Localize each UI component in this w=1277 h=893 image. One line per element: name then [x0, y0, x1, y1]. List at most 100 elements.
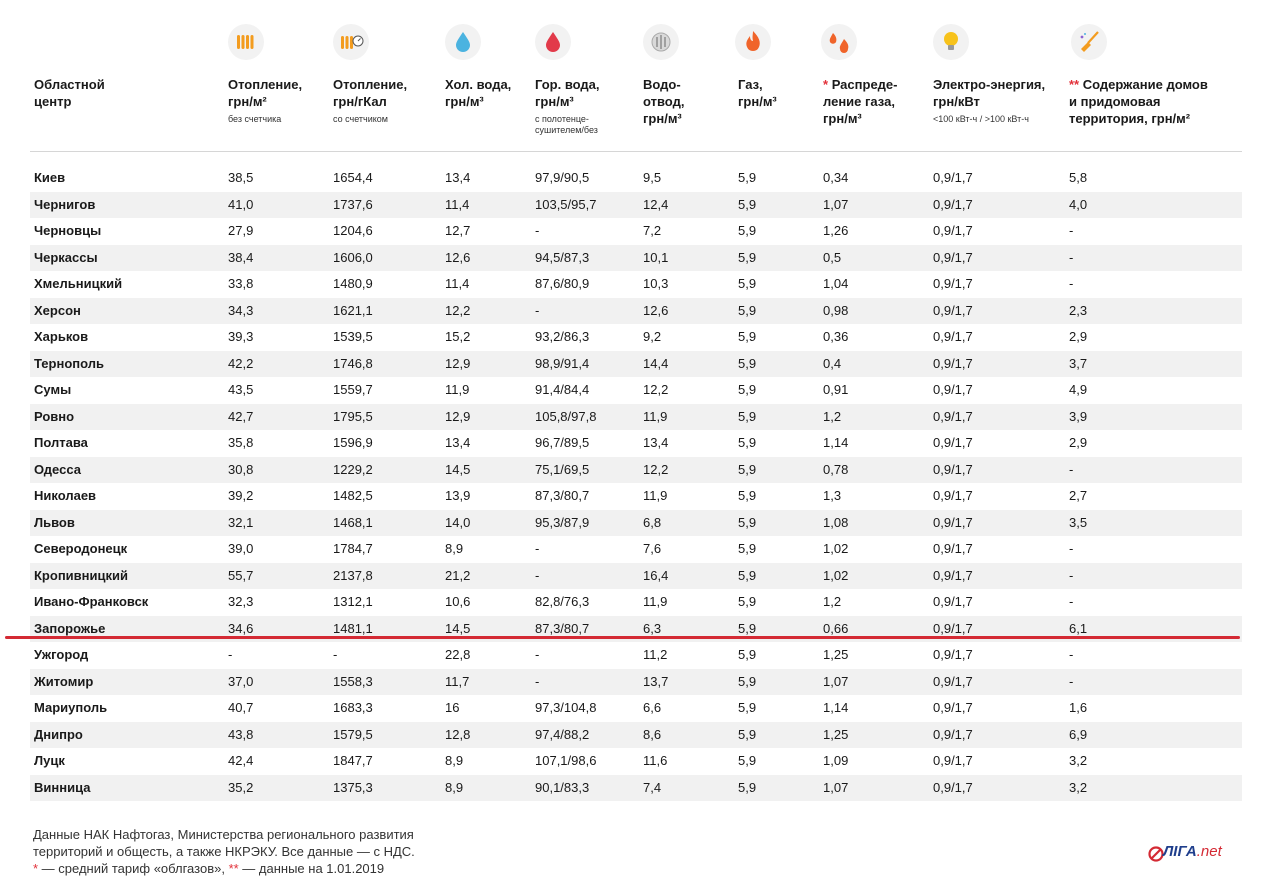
cell-maintenance: - [1069, 673, 1074, 689]
cell-heat_gcal: 1784,7 [333, 541, 373, 556]
cell-electricity: 0,9/1,7 [933, 382, 973, 397]
cell-city: Запорожье [34, 620, 106, 636]
cell-maintenance: 5,8 [1069, 170, 1088, 185]
cell-electricity: 0,9/1,7 [933, 594, 973, 609]
table-row: Ровно 42,7 1795,5 12,9 105,8/97,8 11,9 5,9 1,2 0… [30, 403, 1242, 430]
header-cold-water-label: Хол. вода, грн/м³ [445, 77, 512, 109]
cell-heat_gcal: 1579,5 [333, 726, 373, 742]
cell-cold_water: 14,0 [445, 514, 471, 530]
cell-hot_water: 87,6/80,9 [535, 276, 590, 291]
cell-maintenance: - [1069, 594, 1074, 609]
cell-gas: 5,9 [738, 408, 757, 424]
cell-heat_m2: 39,2 [228, 488, 254, 503]
tariff-table: Киев 38,5 1654,4 13,4 97,9/90,5 9,5 5,9 0,34 0,9… [30, 165, 1242, 801]
cell-sewage: 11,6 [643, 753, 668, 768]
cell-heat_gcal: 1481,1 [333, 620, 373, 636]
cell-cold_water: 21,2 [445, 567, 471, 583]
cell-gas_dist: 0,5 [823, 249, 842, 265]
cell-gas: 5,9 [738, 514, 757, 530]
cell-sewage: 7,6 [643, 541, 662, 556]
cell-heat_m2: 42,7 [228, 408, 254, 424]
highlight-underline [5, 636, 1240, 639]
footer-line-3: * — средний тариф «облгазов», ** — данны… [33, 860, 415, 877]
cell-gas_dist: 1,14 [823, 435, 849, 450]
table-row: Сумы 43,5 1559,7 11,9 91,4/84,4 12,2 5,9 0,91 0,… [30, 377, 1242, 404]
table-row: Николаев 39,2 1482,5 13,9 87,3/80,7 11,9 5,9 1,… [30, 483, 1242, 510]
cell-cold_water: 11,4 [445, 276, 470, 291]
cell-gas_dist: 1,09 [823, 753, 849, 768]
cell-heat_m2: 43,8 [228, 726, 254, 742]
lightbulb-icon [933, 24, 969, 60]
hot-drop-icon [535, 24, 571, 60]
cell-city: Северодонецк [34, 541, 128, 556]
gas-distribution-icon [821, 24, 857, 60]
header-heat-m2-sub: без счетчика [228, 114, 282, 124]
cell-heat_gcal: 1539,5 [333, 329, 373, 344]
cell-gas_dist: 0,34 [823, 170, 849, 185]
header-heat-gcal: Отопление, грн/гКал со счетчиком [333, 76, 425, 125]
cell-city: Луцк [34, 753, 65, 768]
table-row: Винница 35,2 1375,3 8,9 90,1/83,3 7,4 5,9 1,07 0… [30, 774, 1242, 801]
cell-gas: 5,9 [738, 726, 757, 742]
cell-sewage: 11,9 [643, 594, 668, 609]
header-divider [30, 151, 1242, 152]
cell-gas_dist: 0,78 [823, 461, 849, 477]
table-row: Ужгород - - 22,8 - 11,2 5,9 1,25 0,9/1,7 - [30, 642, 1242, 669]
cell-cold_water: 12,8 [445, 726, 471, 742]
cell-gas: 5,9 [738, 779, 757, 795]
liga-logo[interactable]: ЛIГА.net [1163, 843, 1222, 860]
cell-electricity: 0,9/1,7 [933, 223, 973, 238]
cell-heat_gcal: 1746,8 [333, 355, 373, 371]
cell-hot_water: 98,9/91,4 [535, 355, 590, 371]
header-gas-label: Газ, грн/м³ [738, 77, 777, 109]
cell-cold_water: 13,4 [445, 170, 471, 185]
cell-city: Черкассы [34, 249, 98, 265]
table-row: Тернополь 42,2 1746,8 12,9 98,9/91,4 14,4 5,9 0… [30, 350, 1242, 377]
cell-maintenance: 4,0 [1069, 196, 1088, 212]
drain-icon [643, 24, 679, 60]
cell-gas: 5,9 [738, 673, 757, 689]
cell-gas_dist: 0,66 [823, 620, 849, 636]
cell-gas_dist: 1,25 [823, 726, 849, 742]
cell-hot_water: 90,1/83,3 [535, 779, 590, 795]
cell-heat_m2: - [228, 647, 233, 662]
cell-electricity: 0,9/1,7 [933, 302, 973, 318]
cell-sewage: 6,6 [643, 700, 662, 715]
cell-gas_dist: 0,98 [823, 302, 849, 318]
cell-maintenance: 4,9 [1069, 382, 1088, 397]
cell-sewage: 12,2 [643, 382, 669, 397]
cell-heat_m2: 42,2 [228, 355, 254, 371]
cell-gas: 5,9 [738, 249, 757, 265]
footer-note-2: — данные на 1.01.2019 [238, 861, 385, 876]
cell-heat_m2: 34,3 [228, 302, 254, 318]
cell-city: Ужгород [34, 647, 89, 662]
cell-sewage: 9,2 [643, 329, 662, 344]
header-heat-gcal-label: Отопление, грн/гКал [333, 77, 408, 109]
cell-gas_dist: 0,91 [823, 382, 849, 397]
cell-heat_gcal: 1606,0 [333, 249, 373, 265]
cell-hot_water: - [535, 223, 540, 238]
cell-maintenance: 6,1 [1069, 620, 1088, 636]
table-row: Мариуполь 40,7 1683,3 16 97,3/104,8 6,6 5,9 1,1… [30, 695, 1242, 722]
cell-heat_gcal: 1312,1 [333, 594, 373, 609]
cell-gas: 5,9 [738, 700, 757, 715]
radiator-icon [228, 24, 264, 60]
header-heat-m2-label: Отопление, грн/м² [228, 77, 303, 109]
cell-city: Ивано-Франковск [34, 594, 149, 609]
cell-gas: 5,9 [738, 753, 757, 768]
cell-electricity: 0,9/1,7 [933, 461, 973, 477]
cell-sewage: 10,3 [643, 276, 669, 291]
cell-gas: 5,9 [738, 435, 757, 450]
cell-gas: 5,9 [738, 461, 757, 477]
cell-sewage: 8,6 [643, 726, 662, 742]
cell-electricity: 0,9/1,7 [933, 779, 973, 795]
cell-cold_water: 14,5 [445, 461, 471, 477]
cell-gas_dist: 1,14 [823, 700, 849, 715]
header-maintenance-star: ** [1069, 77, 1080, 92]
cell-heat_gcal: 1480,9 [333, 276, 373, 291]
cell-maintenance: 3,2 [1069, 779, 1088, 795]
cell-heat_m2: 30,8 [228, 461, 254, 477]
cell-electricity: 0,9/1,7 [933, 170, 973, 185]
table-row: Северодонецк 39,0 1784,7 8,9 - 7,6 5,9 1,02 0,9/… [30, 536, 1242, 563]
cell-hot_water: 96,7/89,5 [535, 435, 590, 450]
